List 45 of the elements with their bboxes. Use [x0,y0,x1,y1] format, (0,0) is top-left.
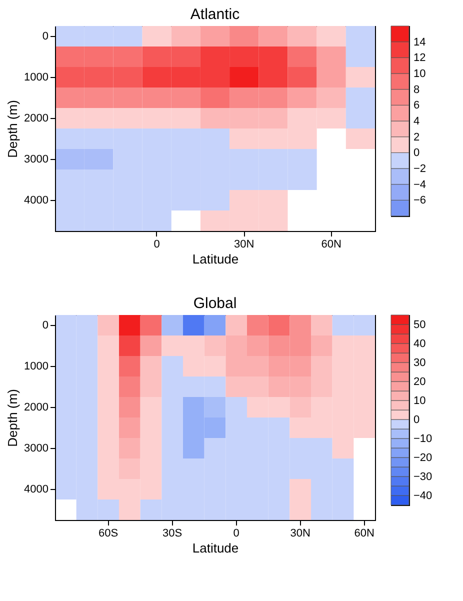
x-tick-label: 0 [154,238,160,250]
color-bar-label: 8 [414,84,420,96]
y-axis-title: Depth (m) [5,100,20,158]
y-tick-label: 2000 [24,112,48,124]
color-bar-label: 4 [414,116,420,128]
y-tick-label: 4000 [24,483,48,496]
color-bar-label: −10 [414,433,432,445]
x-tick-label: 30S [162,528,182,540]
x-axis-title: Latitude [192,540,239,556]
x-tick-label: 60N [354,528,374,540]
color-bar-label: 0 [414,414,420,426]
y-tick-label: 3000 [24,442,48,454]
color-bar-label: −20 [414,452,432,464]
color-bar-label: −40 [414,490,432,502]
x-tick-label: 30N [290,528,310,540]
chart-title: Global [193,295,237,312]
y-tick-label: 2000 [24,401,48,414]
x-axis-title: Latitude [192,252,239,266]
color-bar-label: −30 [414,471,432,483]
x-tick-label: 60N [321,238,342,250]
x-tick-label: 30N [234,238,254,250]
y-tick-label: 4000 [24,194,48,206]
color-bar-label: 2 [414,131,420,144]
color-bar-label: −6 [414,194,426,207]
color-bar-label: 40 [414,338,426,350]
color-bar-label: 0 [414,147,420,160]
color-bar-label: 12 [414,52,426,64]
y-tick-label: 3000 [24,153,48,166]
color-bar-label: −2 [414,163,426,175]
color-bar-label: 20 [414,376,426,388]
color-bar-label: 14 [414,36,426,48]
y-tick-label: 0 [42,319,48,332]
color-bar-label: 10 [414,68,426,80]
y-tick-label: 0 [42,30,48,42]
x-tick-label: 60S [98,528,118,540]
y-axis-title: Depth (m) [5,389,20,447]
chart-title: Atlantic [190,6,240,23]
color-bar-label: 10 [414,395,426,407]
x-tick-label: 0 [233,528,240,540]
y-tick-label: 1000 [24,360,48,372]
y-tick-label: 1000 [24,71,48,84]
color-bar-label: −4 [414,178,426,191]
color-bar-label: 6 [414,100,420,112]
color-bar-label: 50 [414,319,426,331]
color-bar-label: 30 [414,357,426,369]
